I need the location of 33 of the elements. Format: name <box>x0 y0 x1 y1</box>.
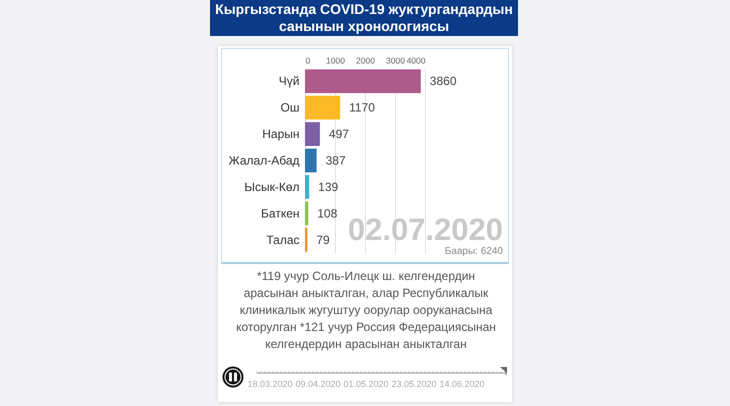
y-tick-label: Ысык-Көл <box>244 180 300 194</box>
y-tick-label: Нарын <box>262 127 300 142</box>
bar <box>305 69 421 94</box>
bar <box>305 96 340 120</box>
text: 09.04.2020 <box>295 379 341 390</box>
data-label: 1170 <box>349 100 376 115</box>
data-label: 387 <box>326 154 346 168</box>
text: 23.05.2020 <box>391 379 437 390</box>
y-tick-label: Чүй <box>278 74 300 88</box>
x-tick-label: 1000 <box>326 56 346 66</box>
chart-title: Кыргызстанда COVID-19 жуктургандардын санынын хронологиясы <box>210 0 518 36</box>
text: Баары: 6240 <box>444 246 503 258</box>
x-tick-label: 3000 <box>386 56 406 66</box>
x-tick-label: 0 <box>306 56 310 66</box>
x-tick-label: 2000 <box>356 56 376 66</box>
data-label: 79 <box>316 232 330 247</box>
data-label: 108 <box>317 206 338 220</box>
bar <box>305 148 317 172</box>
bar <box>305 201 308 226</box>
x-tick-label: 4000 <box>406 56 426 66</box>
bar <box>305 122 320 146</box>
y-tick-label: Баткен <box>261 206 300 220</box>
text: 14.06.2020 <box>439 379 485 390</box>
data-label: 139 <box>318 180 339 194</box>
y-tick-label: Жалал-Абад <box>228 154 300 168</box>
data-label: 3860 <box>430 74 457 88</box>
text: 01.05.2020 <box>343 379 389 390</box>
text: 18.03.2020 <box>247 379 293 390</box>
y-tick-label: Ош <box>280 100 300 115</box>
bar <box>305 175 310 199</box>
y-tick-label: Талас <box>266 232 300 247</box>
data-label: 497 <box>328 127 350 142</box>
text: *119 учур Соль-Илецк ш. келгендердин арасынан аныкталган, алар Республикалык клиникалык жугуштуу оорулар ооруканасына которулган *121 учур Россия Федерациясынан келгендердин арасынан аныкталган <box>235 268 497 353</box>
